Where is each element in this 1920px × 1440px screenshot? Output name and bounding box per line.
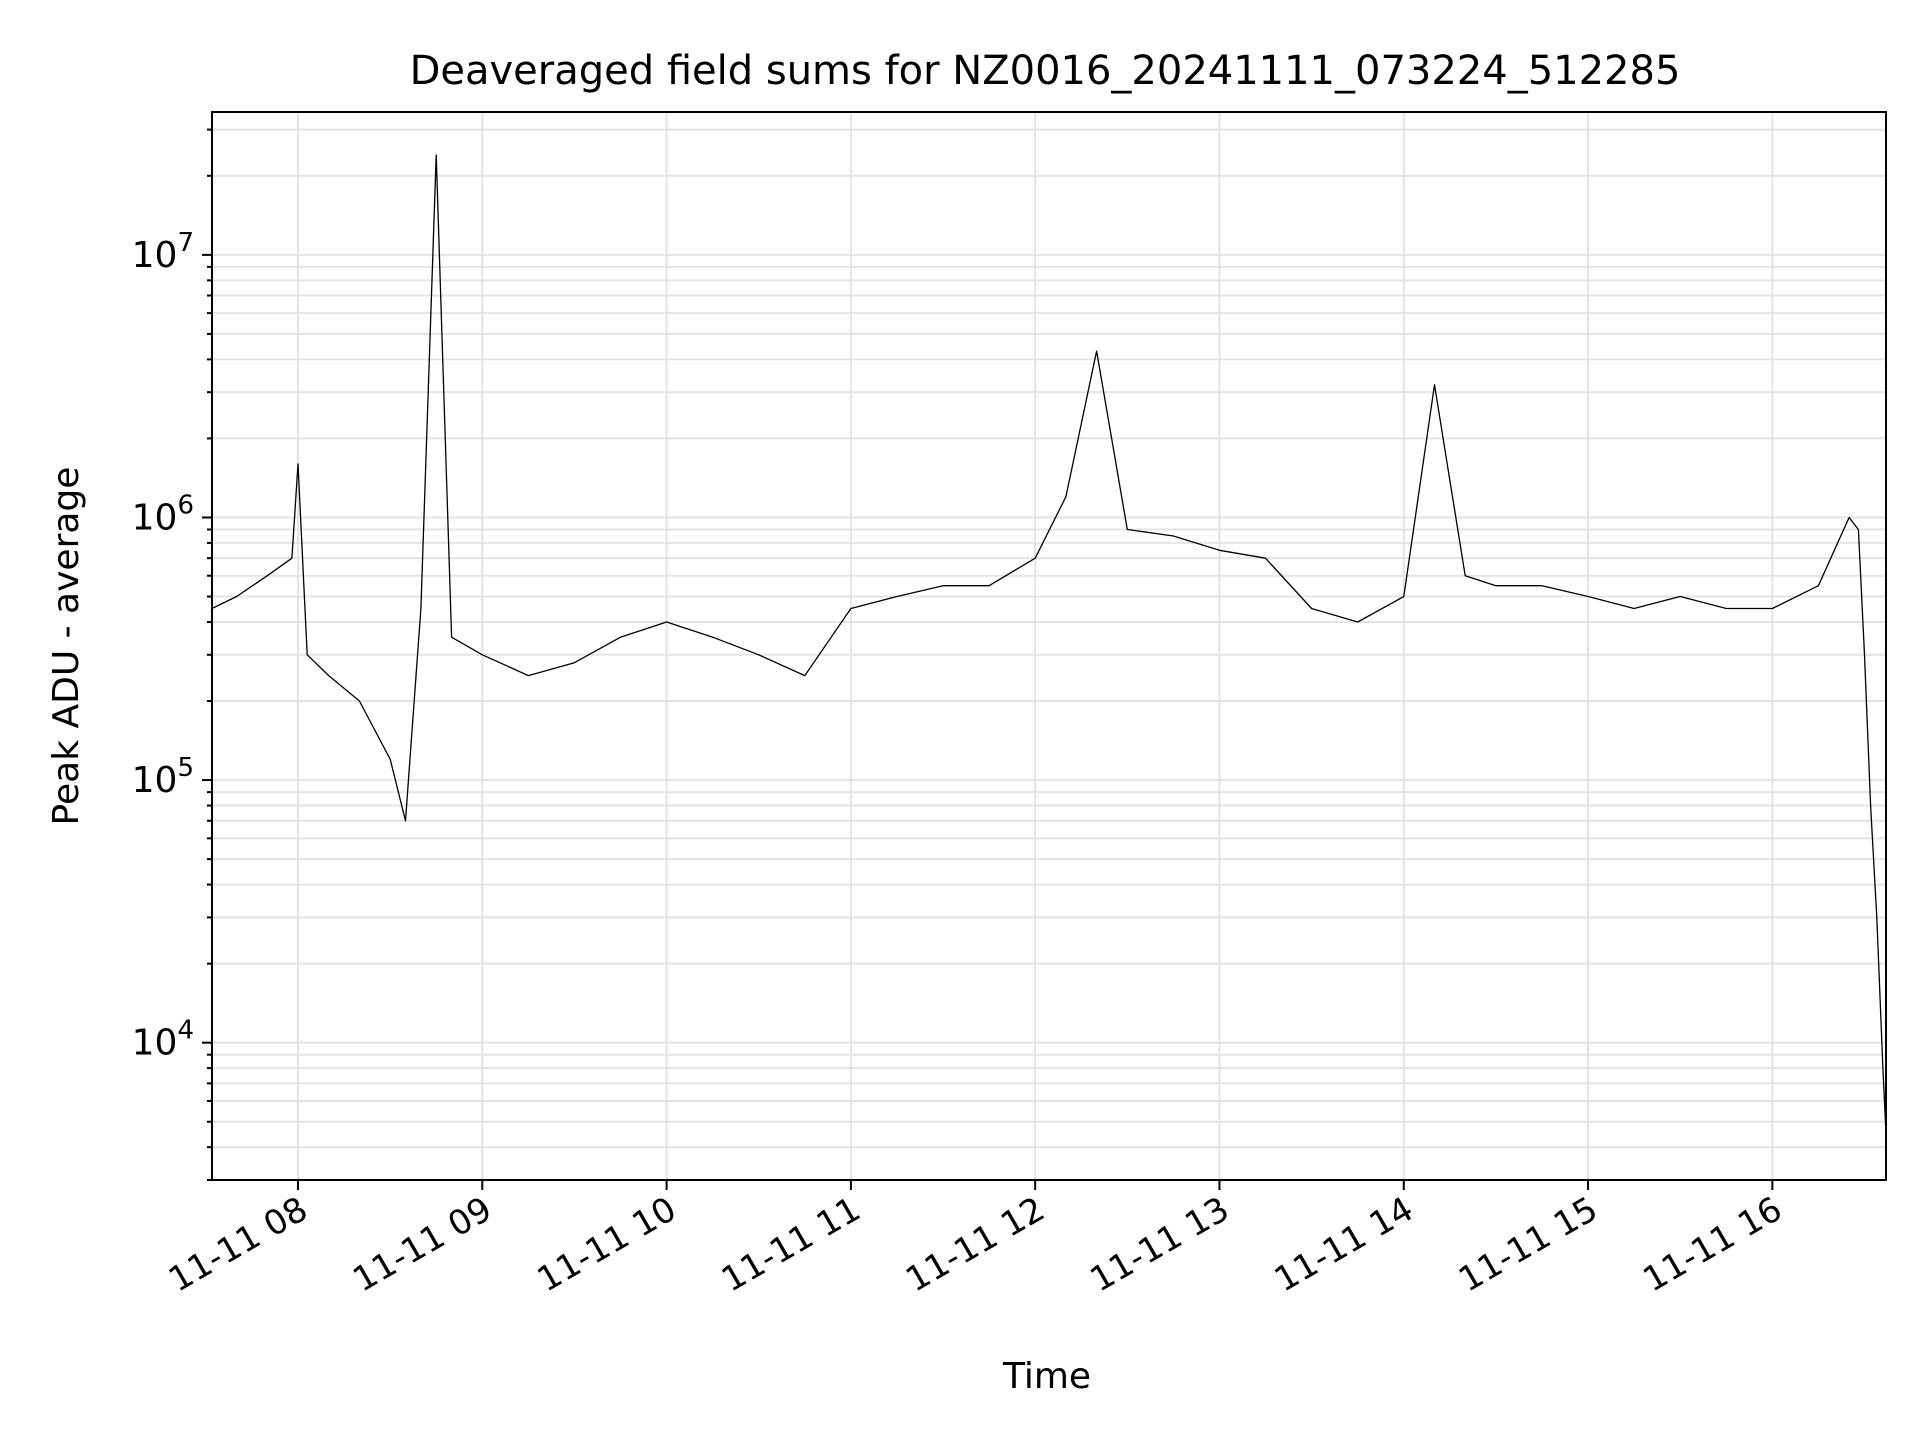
plot-area-frame <box>211 111 1887 1181</box>
y-tick-base: 10 <box>132 235 178 276</box>
x-tick-label: 11-11 08 <box>162 1189 314 1300</box>
y-tick-base: 10 <box>132 497 178 538</box>
chart-title: Deaveraged field sums for NZ0016_2024111… <box>410 48 1681 94</box>
y-tick-exponent: 4 <box>177 1016 194 1046</box>
y-tick-exponent: 5 <box>177 753 194 783</box>
x-tick-label: 11-11 12 <box>899 1189 1051 1300</box>
x-tick-label: 11-11 15 <box>1452 1189 1604 1300</box>
y-tick-base: 10 <box>132 1023 178 1064</box>
x-tick-label: 11-11 10 <box>531 1189 683 1300</box>
series-line <box>211 154 1887 1134</box>
grid-lines <box>212 112 1886 1181</box>
x-axis-label: Time <box>1002 1356 1091 1397</box>
y-axis-label: Peak ADU - average <box>46 467 87 826</box>
x-tick-label: 11-11 16 <box>1636 1189 1788 1300</box>
y-tick-base: 10 <box>132 760 178 801</box>
y-tick-label: 106 <box>132 490 194 538</box>
y-tick-label: 104 <box>132 1016 194 1064</box>
x-tick-label: 11-11 14 <box>1268 1189 1420 1300</box>
y-tick-label: 107 <box>132 228 194 276</box>
x-tick-label: 11-11 11 <box>715 1189 867 1300</box>
y-tick-exponent: 6 <box>177 490 194 520</box>
x-axis-ticks: 11-11 08 11-11 09 11-11 10 11-11 11 11-11 12… <box>162 1180 1789 1300</box>
x-tick-label: 11-11 13 <box>1084 1189 1236 1300</box>
x-tick-label: 11-11 09 <box>346 1189 498 1300</box>
y-tick-label: 105 <box>132 753 194 801</box>
y-tick-exponent: 7 <box>177 228 194 258</box>
